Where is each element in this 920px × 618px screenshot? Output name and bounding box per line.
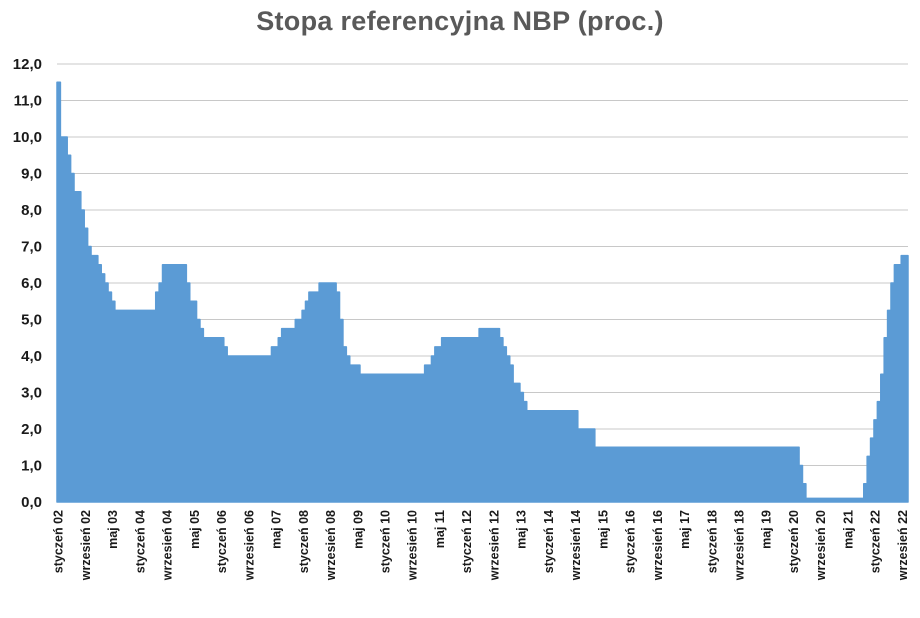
x-tick-label: maj 07 [270, 510, 284, 549]
x-tick-label: wrzesień 20 [814, 510, 828, 581]
rate-area-series [56, 81, 909, 503]
x-tick-label: maj 11 [433, 510, 447, 548]
x-tick-label: styczeń 20 [787, 510, 801, 573]
x-tick-label: wrzesień 04 [161, 510, 175, 581]
x-tick-label: wrzesień 10 [406, 510, 420, 581]
x-axis-tick-labels: styczeń 02 wrzesień 02 maj 03 styczeń 04 wrz… [52, 510, 910, 581]
x-tick-label: styczeń 06 [215, 510, 229, 573]
y-tick-label: 11,0 [14, 93, 42, 110]
y-tick-label: 12,0 [13, 56, 42, 73]
x-tick-label: styczeń 08 [297, 510, 311, 573]
y-tick-label: 3,0 [21, 385, 42, 402]
x-tick-label: styczeń 18 [705, 510, 719, 573]
x-tick-label: maj 15 [596, 510, 610, 549]
x-tick-label: wrzesień 12 [487, 510, 501, 581]
x-tick-label: styczeń 14 [542, 510, 556, 573]
x-tick-label: styczeń 04 [133, 510, 147, 573]
x-tick-label: maj 09 [351, 510, 365, 549]
x-tick-label: styczeń 12 [460, 510, 474, 573]
y-tick-label: 7,0 [21, 239, 42, 256]
x-tick-label: styczeń 22 [869, 510, 883, 573]
x-tick-label: maj 17 [678, 510, 692, 549]
x-tick-label: maj 05 [188, 510, 202, 549]
x-tick-label: maj 21 [841, 510, 855, 549]
y-tick-label: 6,0 [21, 275, 42, 292]
y-tick-label: 5,0 [21, 312, 42, 329]
x-tick-label: styczeń 10 [379, 510, 393, 573]
x-tick-label: maj 03 [106, 510, 120, 549]
y-tick-label: 9,0 [21, 166, 42, 183]
x-tick-label: wrzesień 08 [324, 510, 338, 581]
x-tick-label: wrzesień 06 [242, 510, 256, 581]
x-tick-label: wrzesień 22 [896, 510, 910, 581]
y-tick-label: 10,0 [13, 129, 42, 146]
y-tick-label: 1,0 [21, 458, 42, 475]
y-axis-tick-labels: 0,0 1,0 2,0 3,0 4,0 5,0 6,0 7,0 8,0 9,0 10,0 11,0 12… [13, 56, 42, 511]
y-tick-label: 0,0 [21, 494, 42, 511]
chart-title: Stopa referencyjna NBP (proc.) [256, 6, 664, 36]
x-tick-label: wrzesień 18 [733, 510, 747, 581]
x-tick-label: styczeń 02 [52, 510, 66, 573]
x-tick-label: wrzesień 14 [569, 510, 583, 581]
x-tick-label: maj 13 [515, 510, 529, 549]
y-tick-label: 4,0 [21, 348, 42, 365]
y-tick-label: 2,0 [21, 421, 42, 438]
x-tick-label: wrzesień 02 [79, 510, 93, 581]
x-tick-label: styczeń 16 [624, 510, 638, 573]
y-tick-label: 8,0 [21, 202, 42, 219]
x-tick-label: maj 19 [760, 510, 774, 549]
x-tick-label: wrzesień 16 [651, 510, 665, 581]
